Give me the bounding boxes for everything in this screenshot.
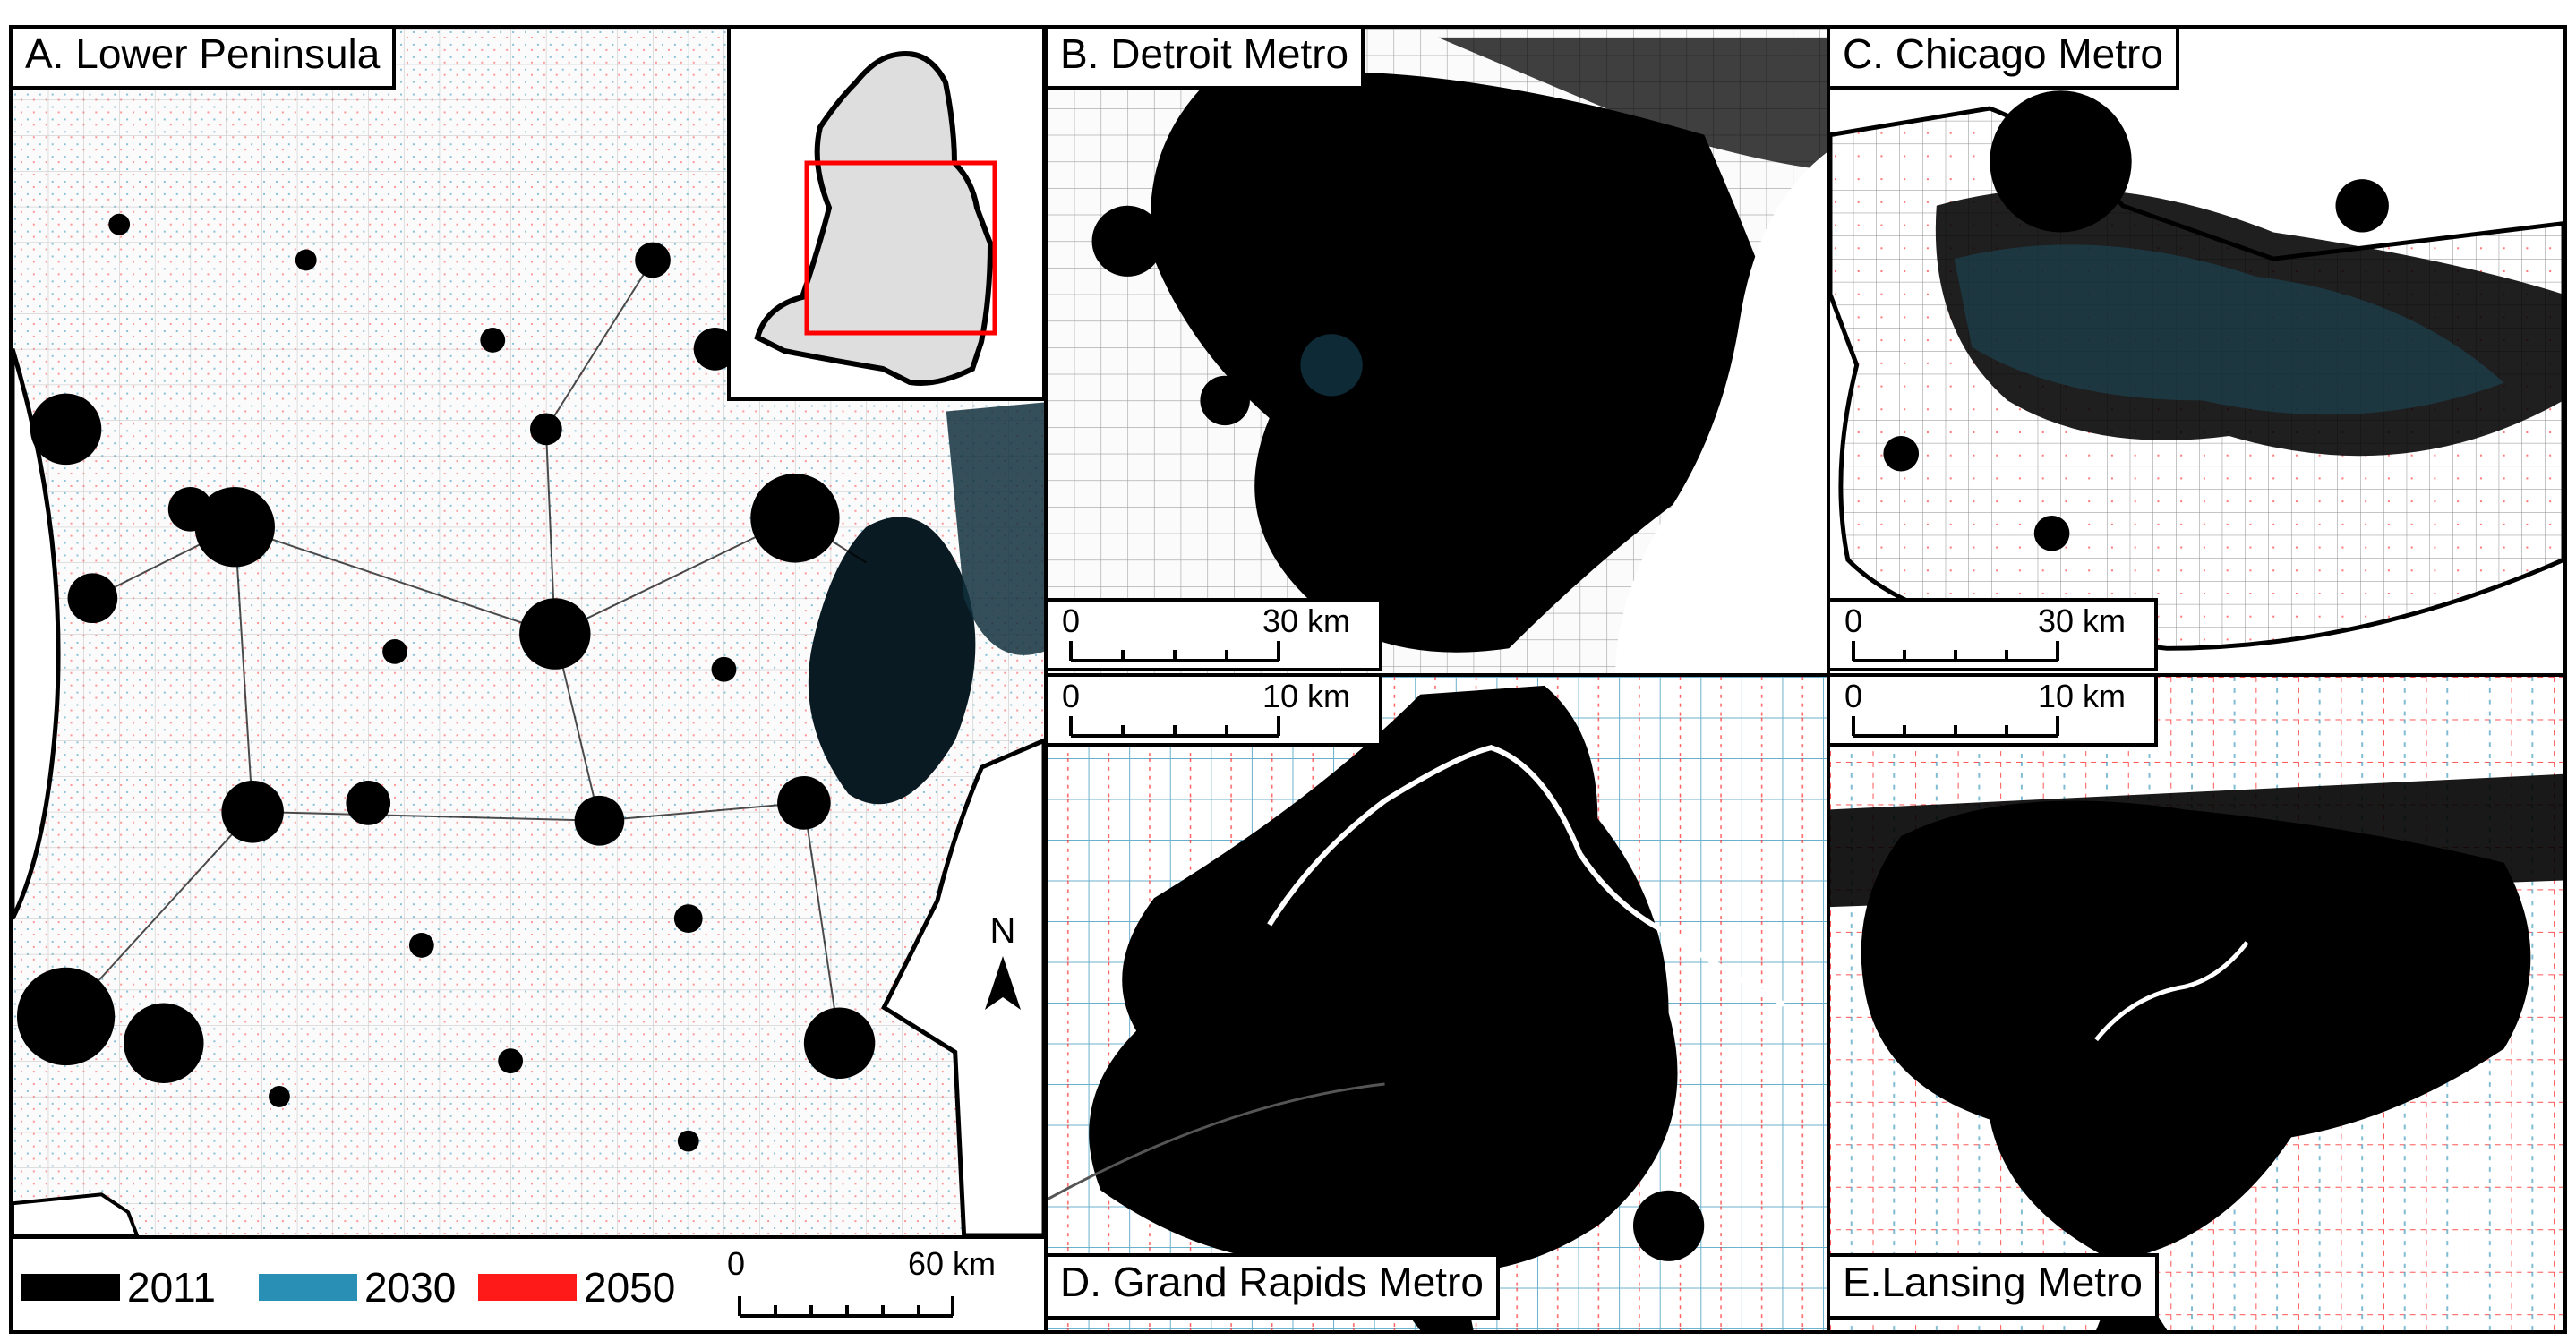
scalebar-e-end: 10 km bbox=[2038, 678, 2127, 714]
extent-box bbox=[804, 160, 997, 336]
north-arrow-label: N bbox=[989, 911, 1016, 951]
scalebar-a: 0 60 km bbox=[720, 1246, 1042, 1327]
legend-item-2050: 2050 bbox=[478, 1260, 675, 1314]
legend-label-2011: 2011 bbox=[127, 1264, 216, 1311]
panel-d-title: D. Grand Rapids Metro bbox=[1044, 1253, 1500, 1320]
scalebar-d-start: 0 bbox=[1062, 678, 1081, 714]
urbanization-map-lower-peninsula bbox=[13, 29, 1044, 1235]
panel-lansing-metro bbox=[1827, 673, 2567, 1334]
scalebar-e-ticks bbox=[1852, 716, 2059, 738]
urbanization-map-grand-rapids bbox=[1048, 677, 1827, 1330]
scalebar-b: 0 30 km bbox=[1044, 598, 1382, 671]
panel-chicago-metro bbox=[1827, 25, 2567, 677]
scalebar-b-start: 0 bbox=[1062, 602, 1081, 639]
urbanization-map-detroit bbox=[1048, 29, 1827, 673]
scalebar-a-end: 60 km bbox=[908, 1245, 997, 1282]
scalebar-c: 0 30 km bbox=[1827, 598, 2158, 671]
scalebar-b-ticks bbox=[1069, 641, 1280, 662]
scalebar-d-ticks bbox=[1069, 716, 1280, 738]
scalebar-e: 0 10 km bbox=[1827, 673, 2158, 747]
panel-a-title: A. Lower Peninsula bbox=[9, 25, 397, 90]
panel-c-title-text: C. Chicago Metro bbox=[1843, 30, 2163, 77]
swatch-2011 bbox=[21, 1274, 120, 1301]
scalebar-d: 0 10 km bbox=[1044, 673, 1382, 747]
legend: 2011 2030 2050 0 60 km bbox=[9, 1235, 1048, 1334]
urbanization-map-chicago bbox=[1830, 29, 2563, 673]
legend-item-2030: 2030 bbox=[259, 1260, 456, 1314]
scalebar-e-start: 0 bbox=[1844, 678, 1863, 714]
urbanization-map-lansing bbox=[1830, 677, 2563, 1330]
panel-b-title-text: B. Detroit Metro bbox=[1060, 30, 1349, 77]
swatch-2050 bbox=[478, 1274, 577, 1301]
panel-grand-rapids-metro bbox=[1044, 673, 1830, 1334]
panel-detroit-metro bbox=[1044, 25, 1830, 677]
legend-label-2050: 2050 bbox=[584, 1264, 676, 1311]
scalebar-a-start: 0 bbox=[727, 1245, 746, 1282]
panel-e-title-text: E.Lansing Metro bbox=[1843, 1259, 2143, 1305]
panel-e-title: E.Lansing Metro bbox=[1827, 1253, 2159, 1320]
scalebar-c-ticks bbox=[1852, 641, 2059, 662]
scalebar-d-end: 10 km bbox=[1262, 678, 1351, 714]
locator-inset-map bbox=[727, 25, 1046, 401]
legend-item-2011: 2011 bbox=[21, 1260, 216, 1314]
scalebar-c-start: 0 bbox=[1844, 602, 1863, 639]
scalebar-b-end: 30 km bbox=[1262, 602, 1351, 639]
swatch-2030 bbox=[259, 1274, 357, 1301]
north-arrow: N bbox=[976, 911, 1030, 1019]
scalebar-c-end: 30 km bbox=[2038, 602, 2127, 639]
scalebar-a-ticks bbox=[738, 1296, 954, 1318]
panel-b-title: B. Detroit Metro bbox=[1044, 25, 1365, 90]
north-arrow-icon bbox=[985, 956, 1021, 1010]
legend-label-2030: 2030 bbox=[364, 1264, 457, 1311]
panel-d-title-text: D. Grand Rapids Metro bbox=[1060, 1259, 1484, 1305]
panel-a-title-text: A. Lower Peninsula bbox=[25, 30, 381, 77]
panel-c-title: C. Chicago Metro bbox=[1827, 25, 2179, 90]
michigan-inset-shape bbox=[754, 51, 997, 386]
